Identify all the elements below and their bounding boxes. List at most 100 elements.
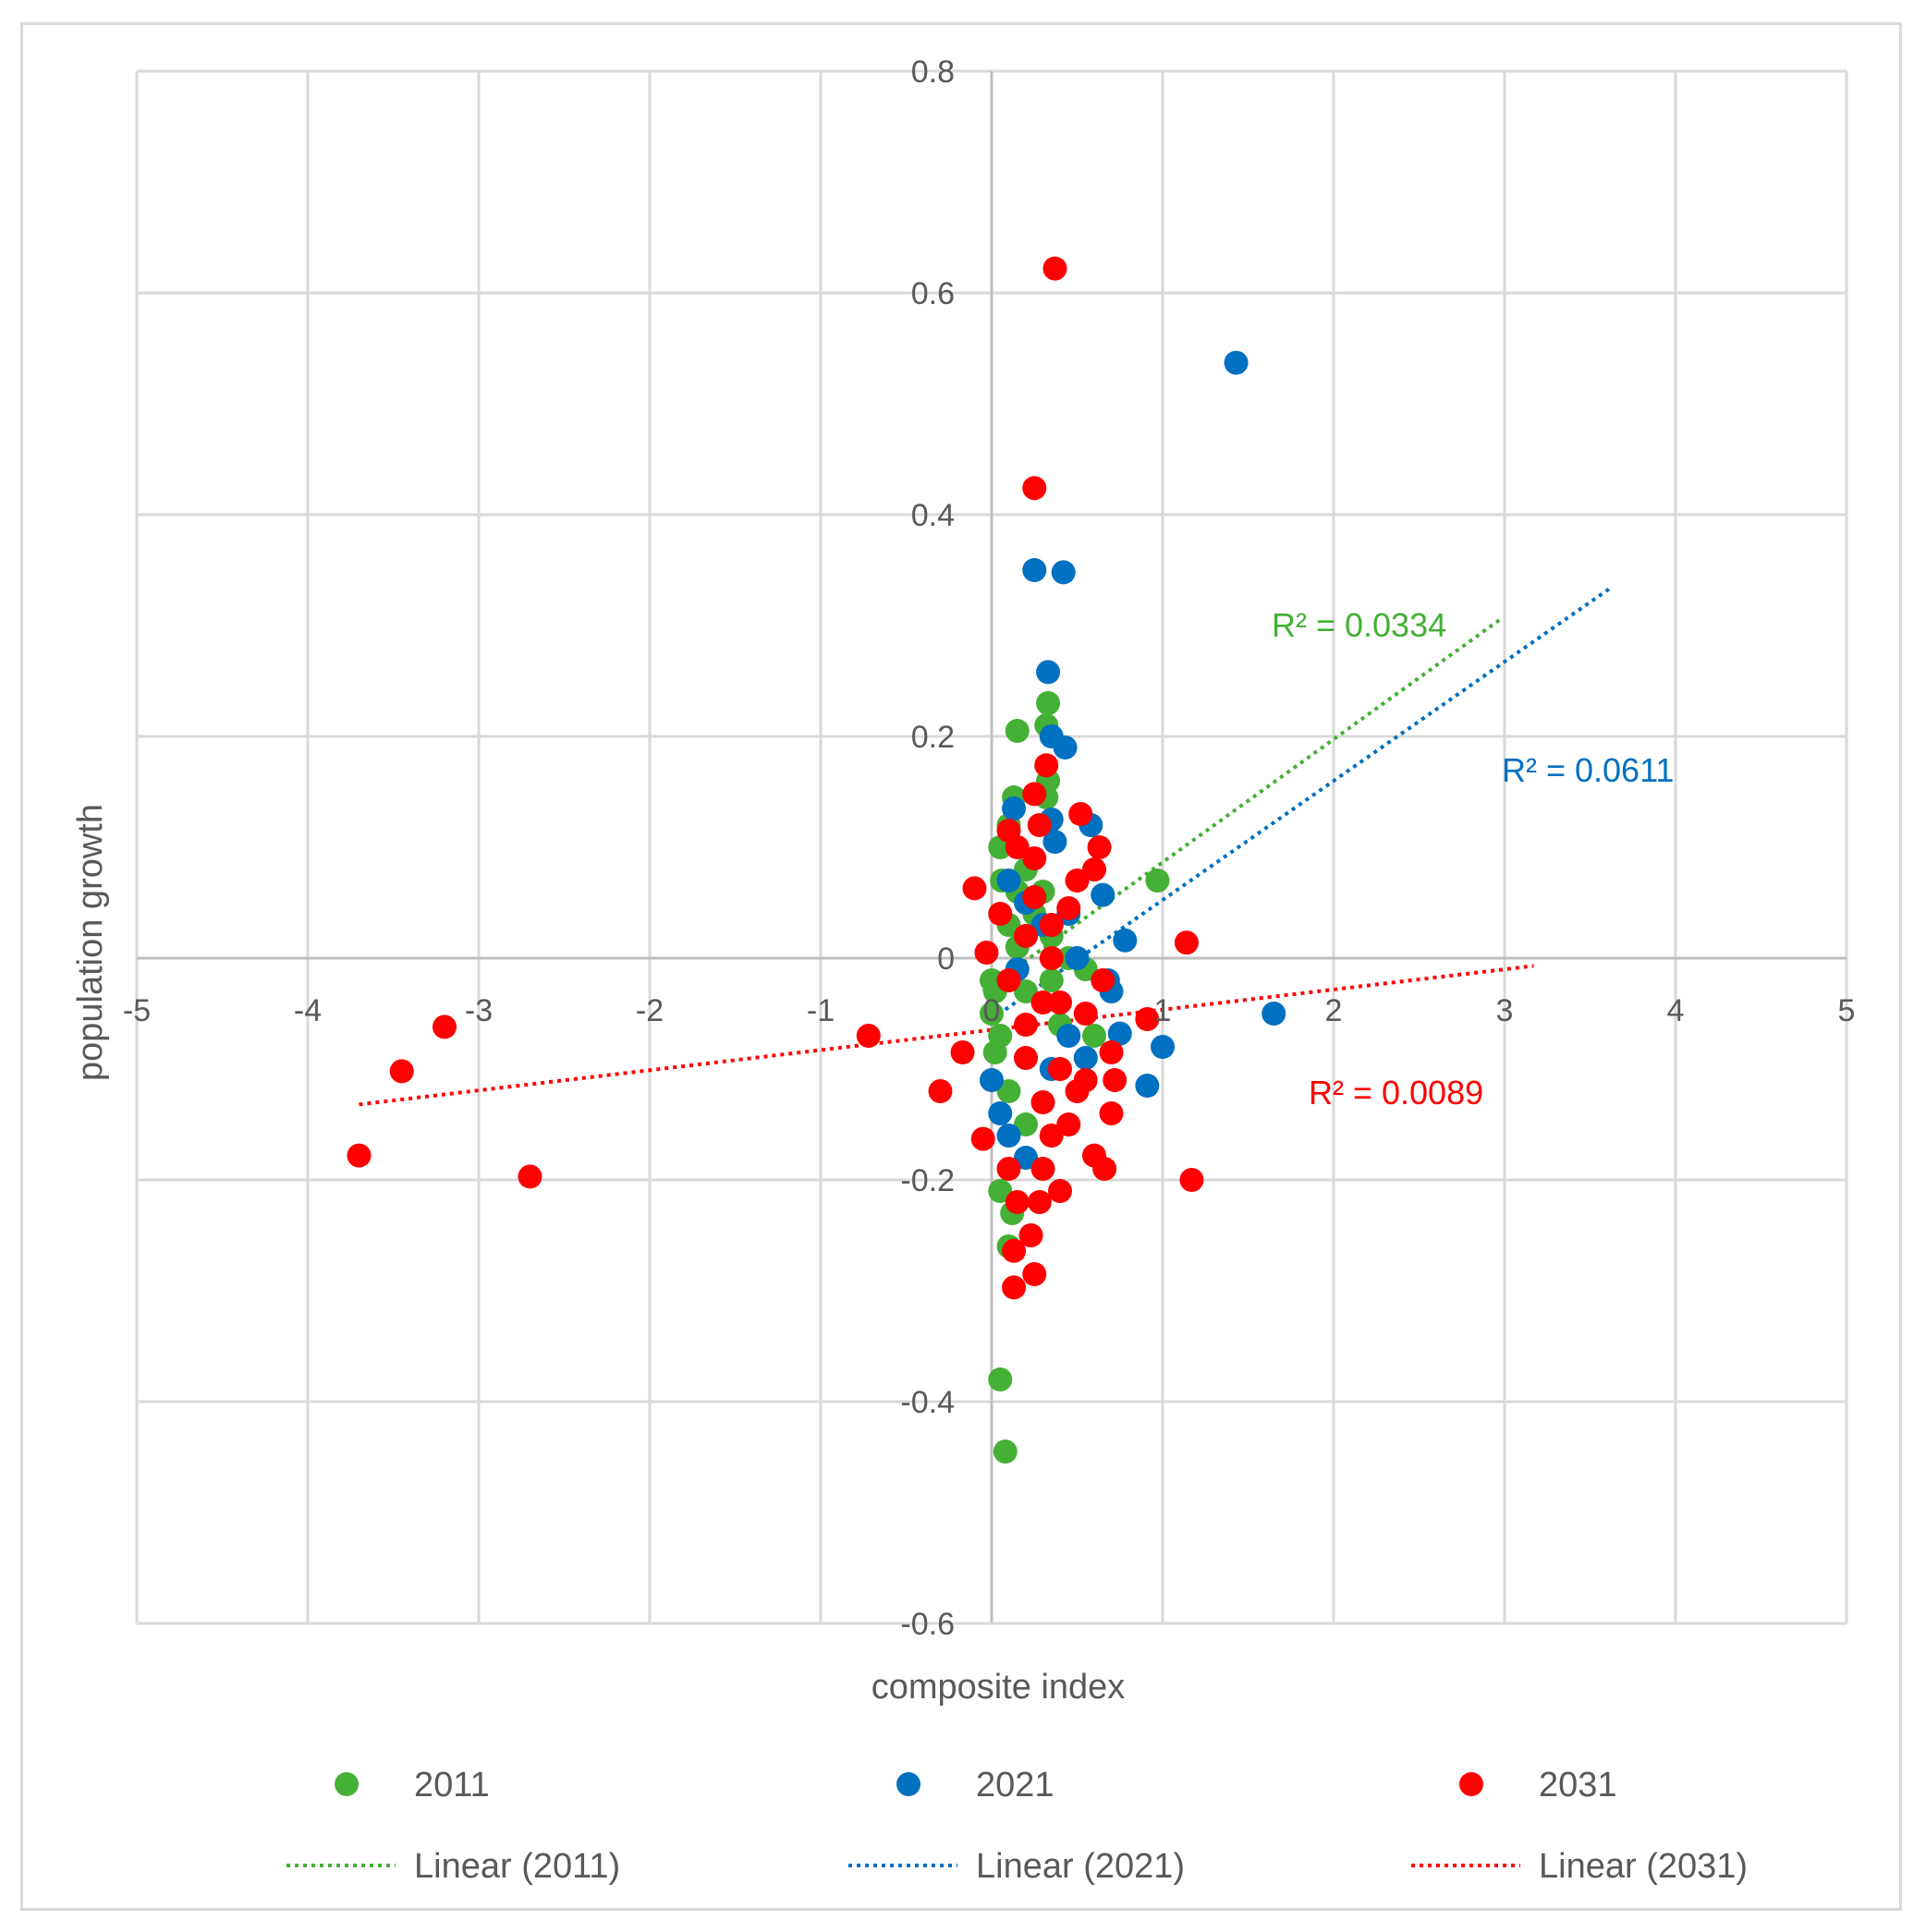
chart-frame (20, 22, 1902, 1911)
data-point-2031 (1039, 1124, 1064, 1148)
data-point-2031 (970, 1126, 995, 1151)
data-point-2011 (996, 1079, 1021, 1103)
data-point-2031 (928, 1079, 953, 1103)
data-point-2031 (1014, 1046, 1038, 1070)
data-point-2021 (1056, 1024, 1081, 1048)
r2-labels: R² = 0.0334 R² = 0.0611 R² = 0.0089 (1272, 606, 1674, 1112)
data-point-2021 (1113, 928, 1138, 953)
data-point-2011 (1005, 719, 1030, 743)
data-point-2031 (518, 1164, 542, 1189)
data-point-2031 (974, 941, 999, 965)
data-point-2021 (988, 1101, 1013, 1125)
data-point-2031 (962, 876, 987, 901)
data-point-2031 (1099, 1040, 1124, 1064)
data-point-2011 (1082, 1024, 1106, 1048)
y-tick-label: 0.8 (911, 55, 955, 90)
data-point-2031 (1103, 1068, 1128, 1092)
data-point-2021 (1151, 1035, 1175, 1059)
data-point-2031 (856, 1024, 881, 1048)
data-point-2031 (1065, 1079, 1090, 1103)
data-point-2011 (988, 1179, 1013, 1203)
legend-marker-2021 (896, 1772, 920, 1796)
x-tick-label: 2 (1325, 993, 1343, 1028)
data-point-2031 (1082, 857, 1106, 881)
data-point-2031 (1039, 946, 1064, 970)
x-tick-label: 1 (1154, 993, 1172, 1028)
data-point-2031 (1014, 924, 1038, 948)
data-point-2011 (980, 1002, 1004, 1026)
y-tick-label: -0.6 (900, 1607, 955, 1642)
data-point-2021 (1036, 660, 1061, 685)
data-point-2031 (1174, 930, 1199, 955)
data-point-2011 (988, 1367, 1013, 1391)
data-points (347, 256, 1286, 1464)
data-point-2031 (1022, 476, 1047, 501)
y-tick-label: 0 (937, 942, 955, 977)
data-point-2031 (1179, 1168, 1204, 1192)
trendline-2031 (359, 964, 1534, 1107)
data-point-2031 (1014, 1013, 1038, 1037)
data-point-2031 (389, 1059, 414, 1084)
data-point-2021 (996, 1124, 1021, 1148)
data-point-2031 (996, 968, 1021, 992)
data-point-2021 (1135, 1074, 1160, 1098)
data-point-2031 (1048, 1057, 1072, 1081)
data-point-2021 (1002, 796, 1027, 820)
tick-labels: -5 -4 -3 -2 -1 0 1 2 3 4 5 0.8 0.6 0.4 0.2 0 -0.2 -0.4 -0.… (123, 55, 1856, 1642)
data-point-2031 (1022, 782, 1047, 807)
data-point-2021 (1022, 558, 1047, 582)
data-point-2031 (1048, 990, 1072, 1015)
data-point-2021 (1107, 1021, 1132, 1046)
data-point-2031 (1005, 1190, 1030, 1214)
data-point-2031 (1027, 1190, 1052, 1214)
data-point-2031 (1002, 1238, 1027, 1263)
y-tick-label: 0.2 (911, 720, 955, 755)
data-point-2031 (433, 1015, 457, 1039)
r2-label-2021: R² = 0.0611 (1502, 751, 1674, 789)
data-point-2031 (1030, 1157, 1055, 1181)
data-point-2031 (1027, 813, 1052, 837)
y-tick-label: 0.4 (911, 498, 955, 533)
data-point-2031 (1039, 913, 1064, 937)
legend-label-2011: 2011 (414, 1766, 490, 1804)
x-axis-title: composite index (872, 1668, 1126, 1707)
trendline-2011 (981, 618, 1501, 993)
legend-trend-label-2021: Linear (2021) (976, 1847, 1185, 1886)
data-point-2021 (1053, 735, 1078, 759)
data-point-2031 (1005, 835, 1030, 859)
data-point-2031 (950, 1040, 975, 1064)
data-point-2031 (347, 1143, 372, 1168)
data-point-2011 (1014, 979, 1038, 1003)
x-tick-label: 0 (983, 993, 1001, 1028)
data-point-2031 (1022, 885, 1047, 909)
data-point-2031 (1034, 753, 1059, 778)
y-axis-title: population growth (71, 804, 110, 1081)
data-point-2031 (1087, 835, 1112, 859)
y-tick-label: -0.4 (900, 1385, 955, 1420)
x-tick-label: 3 (1496, 993, 1514, 1028)
data-point-2031 (1022, 1262, 1047, 1286)
data-point-2031 (1073, 1002, 1098, 1026)
data-point-2031 (1002, 1275, 1027, 1300)
data-point-2011 (982, 1040, 1007, 1064)
data-point-2021 (980, 1068, 1004, 1092)
data-point-2021 (1014, 1146, 1038, 1170)
data-point-2011 (1145, 869, 1170, 893)
data-point-2031 (1030, 990, 1055, 1015)
data-point-2031 (1135, 1007, 1160, 1031)
trendline-2021 (990, 585, 1614, 1021)
legend: 2011 Linear (2011) 2021 Linear (2021) 2031 Li… (286, 1766, 1748, 1886)
data-point-2031 (1091, 968, 1115, 992)
x-tick-label: -5 (123, 993, 151, 1028)
legend-trend-label-2031: Linear (2031) (1539, 1847, 1748, 1886)
x-tick-label: -4 (294, 993, 322, 1028)
data-point-2021 (1051, 560, 1076, 585)
data-point-2031 (1092, 1157, 1117, 1181)
legend-trend-label-2011: Linear (2011) (414, 1847, 620, 1886)
r2-label-2011: R² = 0.0334 (1272, 606, 1446, 644)
data-point-2031 (1099, 1101, 1124, 1125)
data-point-2021 (1224, 350, 1249, 375)
trendlines (359, 585, 1614, 1107)
data-point-2021 (1091, 882, 1115, 907)
legend-marker-2031 (1459, 1772, 1483, 1796)
